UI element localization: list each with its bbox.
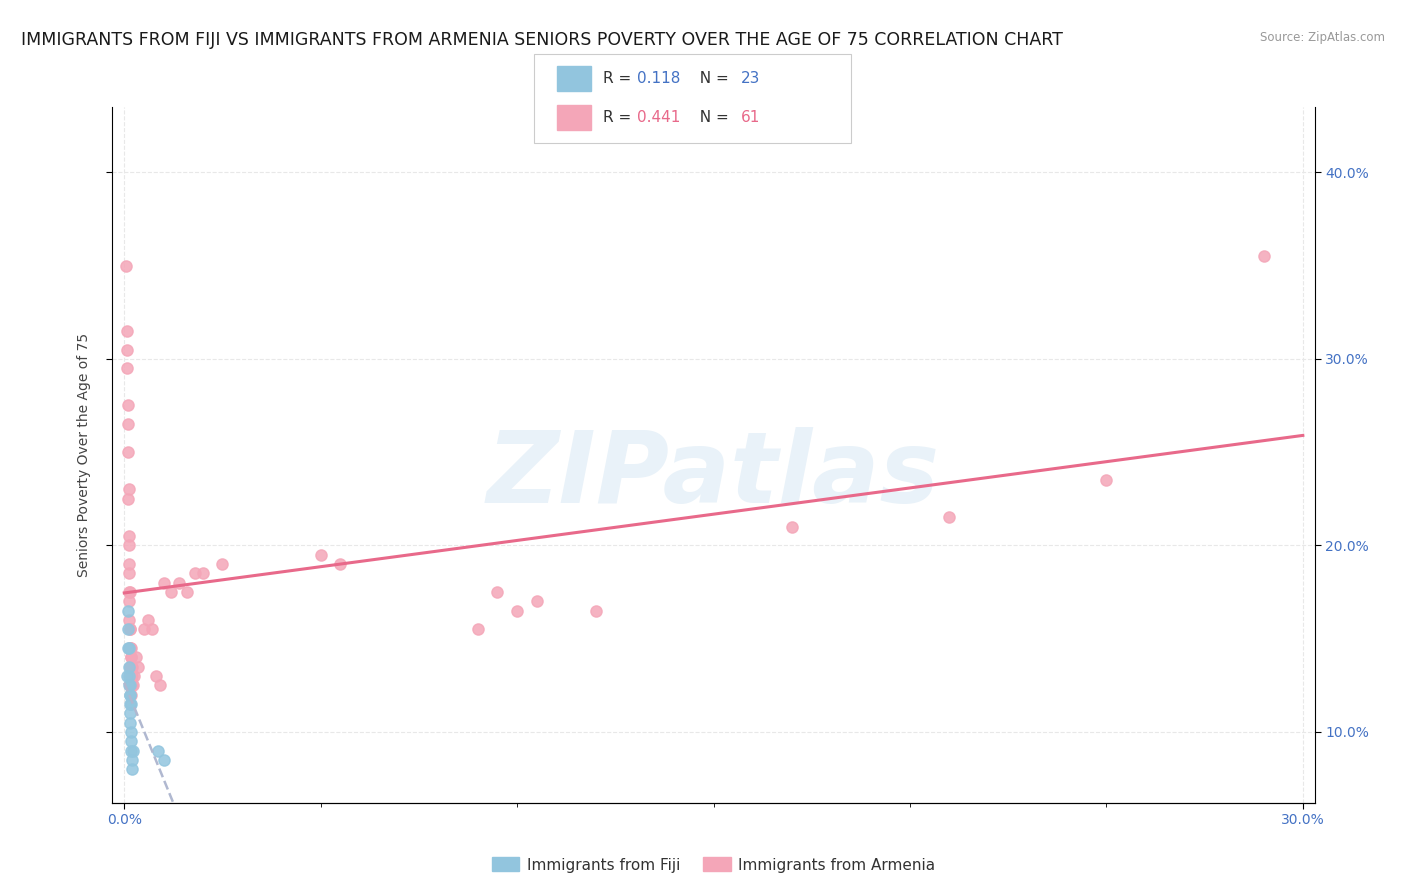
Point bbox=[120, 725, 142, 739]
Text: N =: N = bbox=[690, 111, 734, 125]
Point bbox=[120, 734, 142, 748]
Point bbox=[121, 762, 143, 776]
Point bbox=[117, 604, 139, 618]
Point bbox=[149, 678, 172, 692]
Point bbox=[585, 604, 607, 618]
Point bbox=[120, 715, 142, 730]
Point bbox=[118, 538, 141, 552]
Point bbox=[120, 640, 142, 655]
Point bbox=[120, 688, 142, 702]
Point bbox=[118, 706, 141, 721]
Text: N =: N = bbox=[690, 71, 734, 86]
Point bbox=[118, 697, 141, 711]
Point bbox=[118, 613, 141, 627]
Point bbox=[115, 259, 138, 273]
Point bbox=[141, 623, 163, 637]
Point bbox=[117, 483, 139, 497]
Point bbox=[118, 640, 141, 655]
Point bbox=[506, 604, 529, 618]
Point bbox=[120, 678, 142, 692]
Text: 23: 23 bbox=[741, 71, 761, 86]
Point bbox=[176, 585, 198, 599]
Point bbox=[118, 659, 141, 673]
Point bbox=[467, 623, 489, 637]
Text: IMMIGRANTS FROM FIJI VS IMMIGRANTS FROM ARMENIA SENIORS POVERTY OVER THE AGE OF : IMMIGRANTS FROM FIJI VS IMMIGRANTS FROM … bbox=[21, 31, 1063, 49]
Text: 0.441: 0.441 bbox=[637, 111, 681, 125]
Point bbox=[117, 361, 139, 376]
Point bbox=[122, 669, 145, 683]
Point bbox=[120, 688, 142, 702]
Text: Source: ZipAtlas.com: Source: ZipAtlas.com bbox=[1260, 31, 1385, 45]
Point bbox=[118, 688, 141, 702]
Text: 61: 61 bbox=[741, 111, 761, 125]
Point bbox=[329, 557, 352, 571]
Y-axis label: Seniors Poverty Over the Age of 75: Seniors Poverty Over the Age of 75 bbox=[77, 333, 91, 577]
Point bbox=[118, 640, 141, 655]
Point bbox=[118, 669, 141, 683]
Point bbox=[132, 623, 155, 637]
Point bbox=[117, 445, 139, 459]
Point bbox=[118, 557, 141, 571]
Point bbox=[118, 678, 141, 692]
Point bbox=[117, 623, 139, 637]
Point bbox=[118, 585, 141, 599]
Point bbox=[120, 650, 142, 665]
Point bbox=[117, 399, 139, 413]
Point bbox=[191, 566, 214, 581]
Point bbox=[118, 585, 141, 599]
Point bbox=[125, 650, 148, 665]
Point bbox=[169, 575, 191, 590]
Point bbox=[1253, 249, 1275, 263]
Point bbox=[121, 669, 143, 683]
Point bbox=[118, 566, 141, 581]
Point bbox=[938, 510, 960, 524]
Point bbox=[152, 575, 174, 590]
Point bbox=[1095, 473, 1118, 487]
Point bbox=[118, 678, 141, 692]
Point bbox=[780, 520, 803, 534]
Point bbox=[120, 743, 142, 757]
Point bbox=[117, 343, 139, 357]
Point bbox=[118, 594, 141, 608]
Point bbox=[117, 529, 139, 543]
Point bbox=[127, 659, 149, 673]
Point bbox=[120, 650, 142, 665]
Point bbox=[117, 417, 139, 431]
Point bbox=[526, 594, 548, 608]
Text: R =: R = bbox=[603, 111, 637, 125]
Text: R =: R = bbox=[603, 71, 637, 86]
Legend: Immigrants from Fiji, Immigrants from Armenia: Immigrants from Fiji, Immigrants from Ar… bbox=[485, 851, 942, 879]
Point bbox=[120, 669, 142, 683]
Point bbox=[145, 669, 167, 683]
Point bbox=[121, 659, 143, 673]
Point bbox=[152, 753, 174, 767]
Point bbox=[117, 640, 139, 655]
Point bbox=[211, 557, 233, 571]
Point bbox=[118, 623, 141, 637]
Point bbox=[309, 548, 332, 562]
Point bbox=[120, 623, 142, 637]
Point bbox=[117, 491, 139, 506]
Point bbox=[117, 669, 139, 683]
Point bbox=[122, 743, 145, 757]
Point bbox=[122, 678, 145, 692]
Text: 0.118: 0.118 bbox=[637, 71, 681, 86]
Point bbox=[120, 640, 142, 655]
Text: ZIPatlas: ZIPatlas bbox=[486, 427, 941, 524]
Point bbox=[160, 585, 183, 599]
Point bbox=[120, 697, 142, 711]
Point bbox=[120, 659, 142, 673]
Point bbox=[146, 743, 169, 757]
Point bbox=[120, 659, 142, 673]
Point bbox=[184, 566, 207, 581]
Point bbox=[120, 678, 142, 692]
Point bbox=[115, 324, 138, 338]
Point bbox=[121, 753, 143, 767]
Point bbox=[136, 613, 159, 627]
Point bbox=[486, 585, 509, 599]
